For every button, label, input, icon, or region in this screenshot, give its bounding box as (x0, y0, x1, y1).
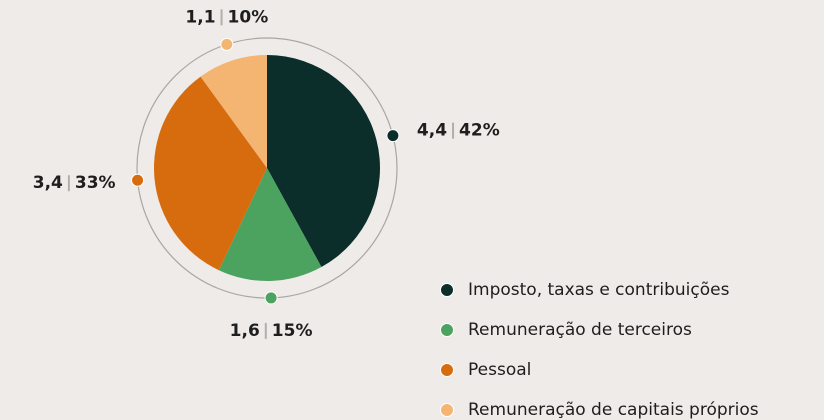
legend-label: Remuneração de terceiros (468, 320, 692, 340)
amount-label: 4,4 (417, 121, 447, 141)
legend-swatch (440, 283, 454, 297)
legend-label: Imposto, taxas e contribuições (468, 280, 730, 300)
amount-label: 1,1 (185, 7, 215, 27)
slice-label: 1,1 10% (185, 7, 268, 27)
amount-label: 1,6 (230, 321, 260, 341)
slice-dot (386, 129, 400, 143)
legend-swatch (440, 403, 454, 417)
legend-label: Pessoal (468, 360, 531, 380)
pie-slice (200, 55, 267, 168)
pie-slice (218, 168, 322, 281)
legend-swatch (440, 363, 454, 377)
slice-label: 4,4 42% (417, 121, 500, 141)
slice-label: 1,6 15% (230, 321, 313, 341)
slice-dot (220, 37, 234, 51)
legend-label: Remuneração de capitais próprios (468, 400, 759, 420)
pie-slice (153, 76, 267, 271)
slice-dot (264, 291, 278, 305)
legend-swatch (440, 323, 454, 337)
percent-label: 33% (75, 173, 116, 193)
pie-slice (267, 55, 380, 268)
percent-label: 15% (272, 321, 313, 341)
slice-label: 3,4 33% (33, 173, 116, 193)
amount-label: 3,4 (33, 173, 63, 193)
percent-label: 10% (228, 7, 269, 27)
slice-dot (131, 173, 145, 187)
percent-label: 42% (459, 121, 500, 141)
